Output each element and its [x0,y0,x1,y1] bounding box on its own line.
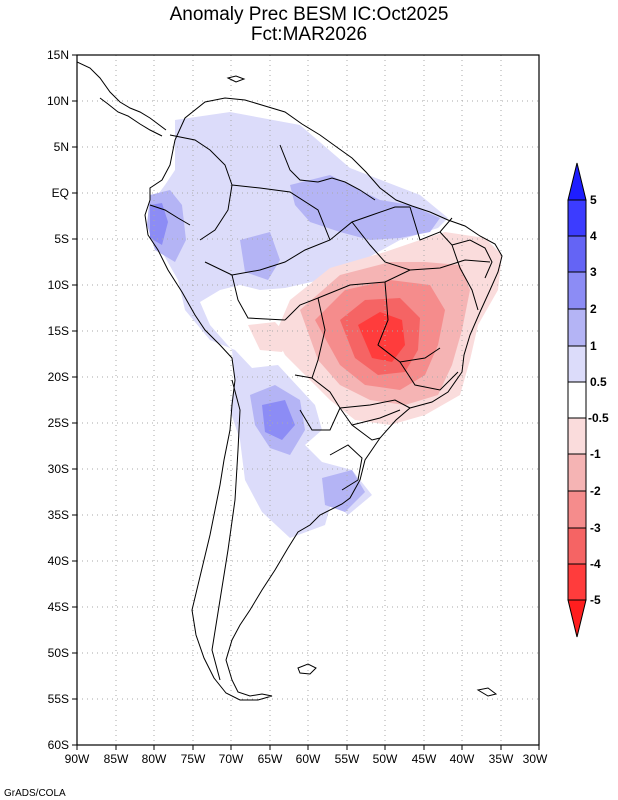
lon-label: 40W [450,752,475,766]
lon-label: 80W [142,752,167,766]
latitude-labels: 15N 10N 5N EQ 5S 10S 15S 20S 25S 30S 35S… [47,48,69,752]
lat-label: 5N [54,140,69,154]
colorbar-label: 5 [590,193,597,207]
colorbar-bin [567,308,587,347]
lat-label: 10N [47,94,69,108]
lat-label: 20S [48,370,69,384]
lon-label: 70W [219,752,244,766]
lon-label: 75W [181,752,206,766]
lon-label: 90W [65,752,90,766]
lat-label: 45S [48,600,69,614]
lat-label: 15S [48,324,69,338]
brazil-states-northeast [439,231,479,311]
colorbar-bin [567,271,587,310]
colorbar-label: 1 [590,339,597,353]
colorbar-label: 0.5 [590,375,607,389]
colorbar-label: -3 [590,521,601,535]
lon-label: 65W [258,752,283,766]
positive-anomaly-uruguay [322,470,365,512]
lat-label: EQ [52,186,69,200]
colorbar-arrow-bottom [567,599,587,638]
border-bolivia-brazil [284,297,326,379]
central-america-south-coast [99,97,163,137]
lat-label: 25S [48,416,69,430]
lon-label: 50W [373,752,398,766]
lon-label: 60W [296,752,321,766]
lat-label: 15N [47,48,69,62]
colorbar-bin [567,563,587,601]
brazil-states-amazon [231,184,331,241]
colorbar-bin [567,490,587,529]
central-america-coastline [77,61,167,131]
axis-ticks [72,54,540,750]
colorbar-arrow-top [567,162,587,201]
border-peru-brazil [204,261,286,321]
country-borders [149,134,493,681]
colorbar-label: -1 [590,447,601,461]
coastlines [77,61,503,701]
lat-label: 55S [48,692,69,706]
colorbar-label: -2 [590,484,601,498]
title-line-2: Fct:MAR2026 [251,24,367,45]
lat-label: 30S [48,462,69,476]
colorbar-label: -5 [590,593,601,607]
title-line-1: Anomaly Prec BESM IC:Oct2025 [170,4,449,25]
border-ecuador [149,204,191,226]
brazil-states-south [339,399,411,409]
colorbar-bin [567,453,587,492]
colorbar-label: -0.5 [588,411,609,425]
colorbar-bin [567,235,587,273]
brazil-states-para [351,221,411,271]
colorbar-label: 3 [590,265,597,279]
colorbar-bin [567,381,587,419]
lat-label: 60S [48,738,69,752]
border-guianas [317,177,376,201]
lat-label: 10S [48,278,69,292]
lat-label: 50S [48,646,69,660]
falkland-islands [297,663,317,675]
credit-label: GrADS/COLA [4,788,66,799]
colorbar [567,162,587,638]
lon-label: 30W [523,752,548,766]
brazil-states-east [451,239,493,279]
colorbar-label: 4 [590,229,597,243]
colorbar-bin [567,527,587,565]
lon-label: 45W [412,752,437,766]
brazil-states-goias [377,281,441,363]
border-argentina-brazil [339,407,381,441]
colorbar-label: 2 [590,302,597,316]
lon-label: 85W [104,752,129,766]
lat-label: 5S [54,232,69,246]
colorbar-label: -4 [590,557,601,571]
lon-label: 35W [489,752,514,766]
colorbar-labels: 5 4 3 2 1 0.5 -0.5 -1 -2 -3 -4 -5 [588,193,609,607]
brazil-states-north [409,206,453,241]
positive-anomaly-central-west [290,175,440,240]
border-colombia-venezuela [169,134,233,241]
positive-anomaly-amazon [240,232,280,280]
brazil-states-minas [399,361,459,391]
positive-anomaly-ecuador-core [150,203,168,245]
border-uruguay [329,444,363,491]
gridlines [77,55,539,745]
lat-label: 40S [48,554,69,568]
anomaly-field [147,112,502,538]
colorbar-bin [567,345,587,383]
brazil-states-south-2 [351,409,401,426]
lon-label: 55W [335,752,360,766]
south-georgia [476,687,498,697]
border-venezuela-guyana [279,144,319,183]
longitude-labels: 90W 85W 80W 75W 70W 65W 60W 55W 50W 45W … [65,752,548,766]
caribbean-island [226,75,246,83]
negative-anomaly-bolivia [248,322,290,352]
lat-label: 35S [48,508,69,522]
colorbar-bin [567,417,587,455]
colorbar-bin [567,199,587,237]
border-argentina-chile [211,379,241,681]
south-america-coastline [144,97,503,701]
